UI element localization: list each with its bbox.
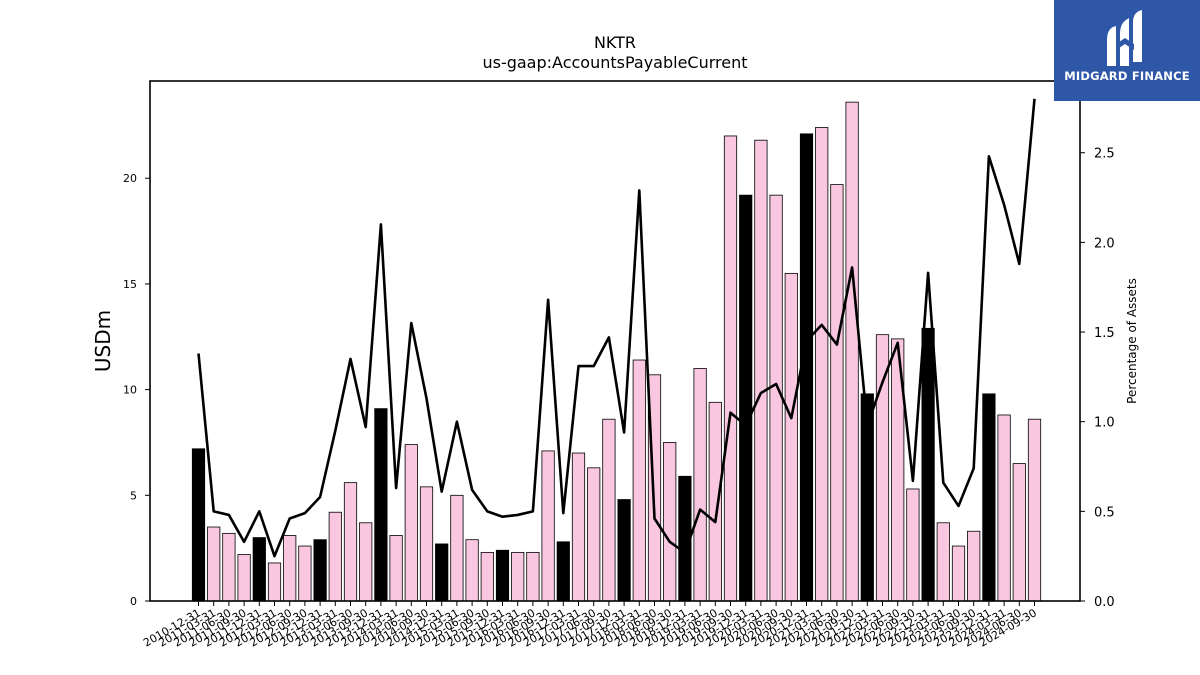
brand-name: MIDGARD FINANCE — [1064, 69, 1190, 83]
bar — [511, 551, 525, 602]
bar — [967, 530, 981, 602]
bar — [845, 101, 859, 602]
bar — [343, 482, 358, 602]
bar — [754, 139, 768, 602]
y2-tick-label: 2.5 — [1094, 147, 1115, 162]
bar — [404, 444, 418, 602]
bar — [267, 562, 282, 602]
bar — [328, 511, 342, 602]
y2-tick-label: 1.0 — [1094, 416, 1115, 431]
bar — [936, 522, 950, 602]
y2-axis-label: Percentage of Assets — [1125, 278, 1139, 404]
bar — [571, 452, 586, 602]
bar — [632, 359, 646, 602]
bar — [222, 532, 236, 602]
bar — [906, 488, 920, 602]
bar — [587, 467, 601, 602]
y2-tick-label: 0.0 — [1094, 595, 1115, 610]
bar — [359, 522, 373, 602]
y-tick-label: 5 — [130, 489, 137, 502]
bar — [1027, 418, 1042, 602]
bar — [495, 549, 510, 602]
plot-frame — [149, 80, 1081, 602]
bar — [693, 368, 707, 602]
bar — [784, 272, 798, 602]
y-tick-label: 10 — [123, 384, 137, 397]
y-tick-label: 15 — [123, 278, 137, 291]
bar — [921, 327, 935, 602]
brand-logo: MIDGARD FINANCE — [1054, 0, 1200, 101]
y-axis-label: USDm — [91, 310, 115, 372]
bar-series — [191, 101, 1042, 602]
y2-tick-label: 1.5 — [1094, 326, 1115, 341]
pct-of-assets-line — [197, 98, 1036, 558]
y2-tick-label: 2.0 — [1094, 236, 1115, 251]
chart-title: NKTR — [594, 33, 636, 52]
bar — [815, 127, 829, 602]
bar — [526, 551, 540, 602]
bar — [723, 135, 738, 602]
chart-subtitle: us-gaap:AccountsPayableCurrent — [482, 53, 747, 72]
bar — [207, 526, 221, 602]
bar — [951, 545, 966, 602]
bar — [419, 486, 434, 602]
bar — [465, 539, 479, 602]
bar — [191, 448, 206, 602]
bar — [237, 554, 251, 602]
bar — [739, 194, 753, 602]
bar — [450, 494, 464, 602]
bar — [556, 541, 570, 602]
bar — [313, 539, 327, 602]
bar — [875, 334, 890, 602]
bar — [374, 408, 388, 602]
bar — [252, 537, 266, 602]
bar — [283, 535, 297, 602]
bar — [617, 499, 631, 602]
bar — [708, 401, 722, 602]
bar — [1012, 463, 1026, 602]
axes: 051015200.00.51.01.52.02.52010-12-312011… — [123, 80, 1115, 650]
line-series — [197, 98, 1036, 558]
bar — [997, 414, 1011, 602]
bar — [435, 543, 449, 602]
y-tick-label: 20 — [123, 172, 137, 185]
bar — [830, 184, 844, 602]
y-tick-label: 0 — [130, 595, 137, 608]
bar — [541, 450, 555, 602]
y2-tick-label: 0.5 — [1094, 505, 1115, 520]
midgard-m-logo-icon — [1107, 10, 1142, 66]
bar — [602, 418, 616, 602]
bar — [769, 194, 783, 602]
bar — [389, 535, 403, 602]
bar — [298, 545, 312, 602]
bar — [480, 551, 494, 602]
bar — [982, 393, 996, 602]
bar — [663, 442, 677, 602]
